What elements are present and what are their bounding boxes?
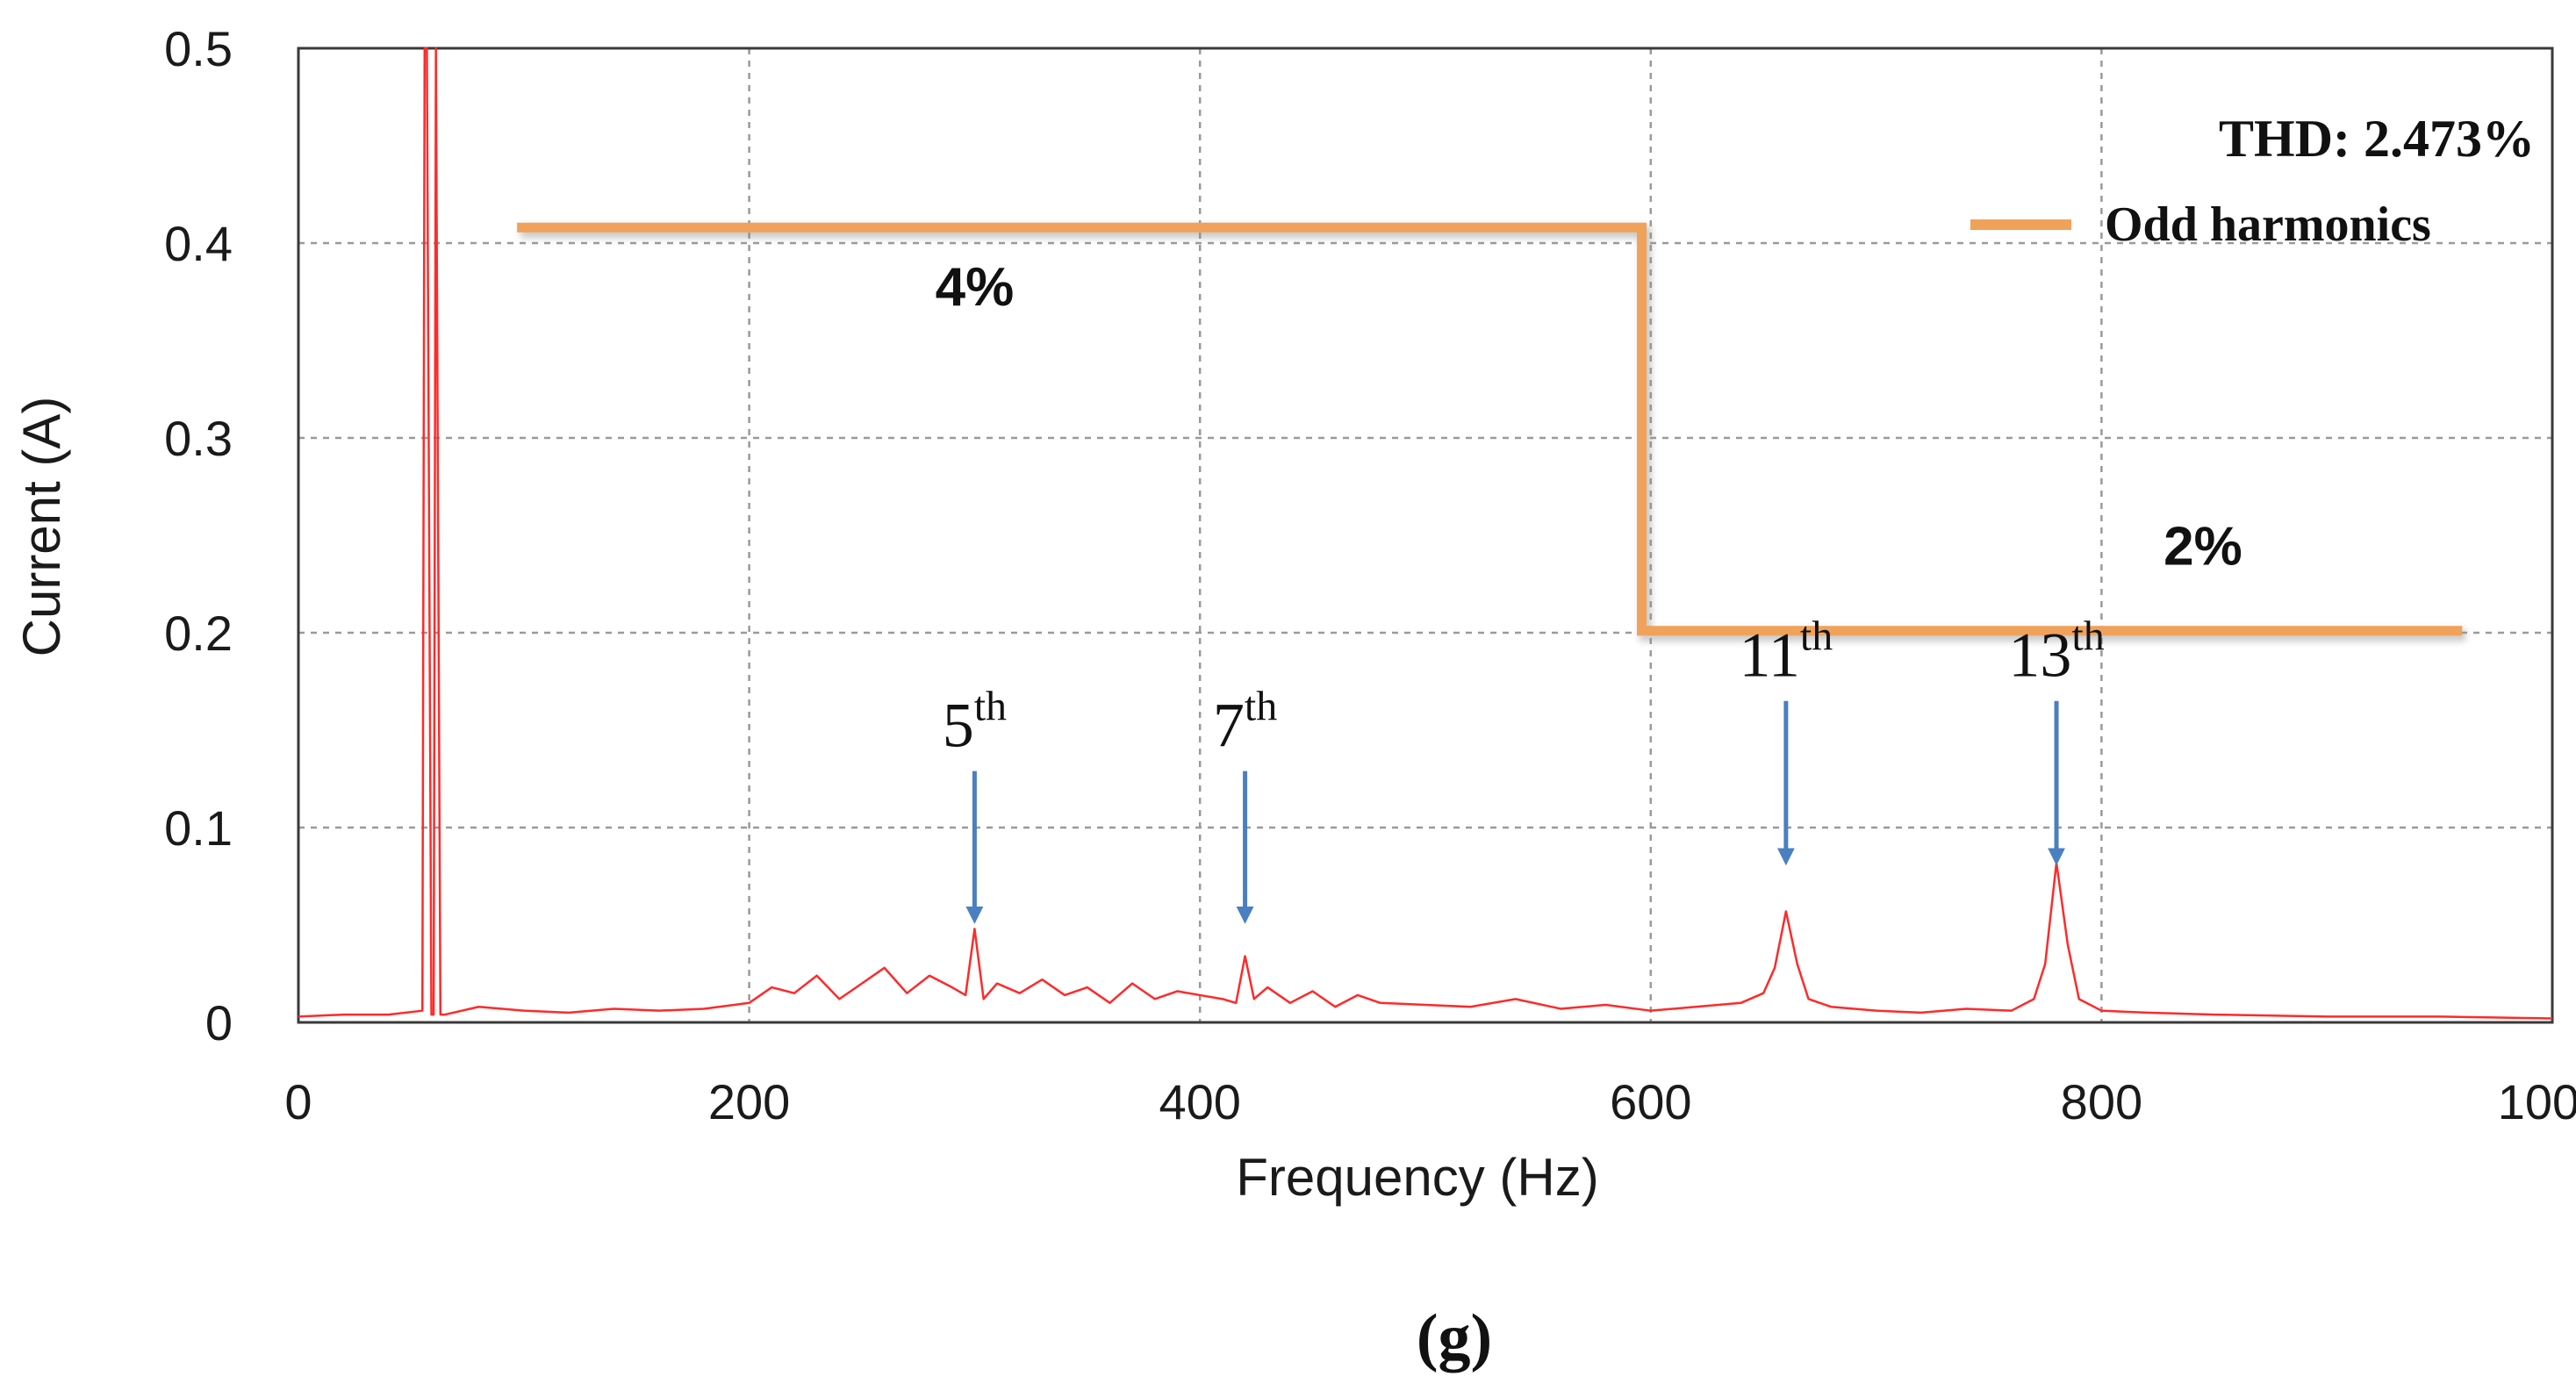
y-axis-title: Current (A) <box>12 397 71 657</box>
limit-percent-label: 4% <box>936 257 1015 318</box>
harmonic-order-number: 13 <box>2008 620 2071 691</box>
x-tick-label: 200 <box>708 1074 790 1129</box>
harmonic-order-number: 5 <box>943 691 974 761</box>
x-tick-label: 600 <box>1610 1074 1691 1129</box>
harmonic-order-label: 13th <box>2008 613 2104 691</box>
harmonic-order-suffix: th <box>1245 684 1277 730</box>
x-tick-label: 0 <box>284 1074 312 1129</box>
harmonic-order-label: 7th <box>1213 684 1277 761</box>
x-axis-title: Frequency (Hz) <box>1236 1148 1598 1207</box>
thd-label: THD: 2.473% <box>2219 110 2535 168</box>
spectrum-line <box>298 47 2553 1020</box>
harmonic-order-label: 11th <box>1740 613 1833 691</box>
y-axis-ticks: 0 0.1 0.2 0.3 0.4 0.5 <box>164 21 233 1050</box>
harmonic-order-label: 5th <box>943 684 1007 761</box>
grid <box>298 48 2552 1022</box>
x-tick-label: 800 <box>2061 1074 2142 1129</box>
legend-label: Odd harmonics <box>2105 197 2431 252</box>
series-layer <box>298 47 2553 1020</box>
harmonic-order-suffix: th <box>974 684 1007 730</box>
y-tick-label: 0.5 <box>164 21 233 76</box>
x-tick-label: 400 <box>1159 1074 1240 1129</box>
harmonic-order-number: 7 <box>1213 691 1245 761</box>
harmonic-order-number: 11 <box>1740 620 1800 691</box>
y-tick-label: 0.4 <box>164 216 233 271</box>
harmonic-order-suffix: th <box>2071 613 2104 660</box>
harmonic-order-suffix: th <box>1800 613 1833 660</box>
y-tick-label: 0.1 <box>164 800 233 856</box>
y-tick-label: 0.2 <box>164 606 233 661</box>
limit-percent-label: 2% <box>2163 516 2242 577</box>
odd-harmonics-limit-line <box>517 222 2463 636</box>
y-tick-label: 0 <box>205 995 233 1050</box>
panel-label: (g) <box>1417 1301 1492 1373</box>
plot-area-frame <box>297 47 2554 1024</box>
y-tick-label: 0.3 <box>164 411 233 466</box>
